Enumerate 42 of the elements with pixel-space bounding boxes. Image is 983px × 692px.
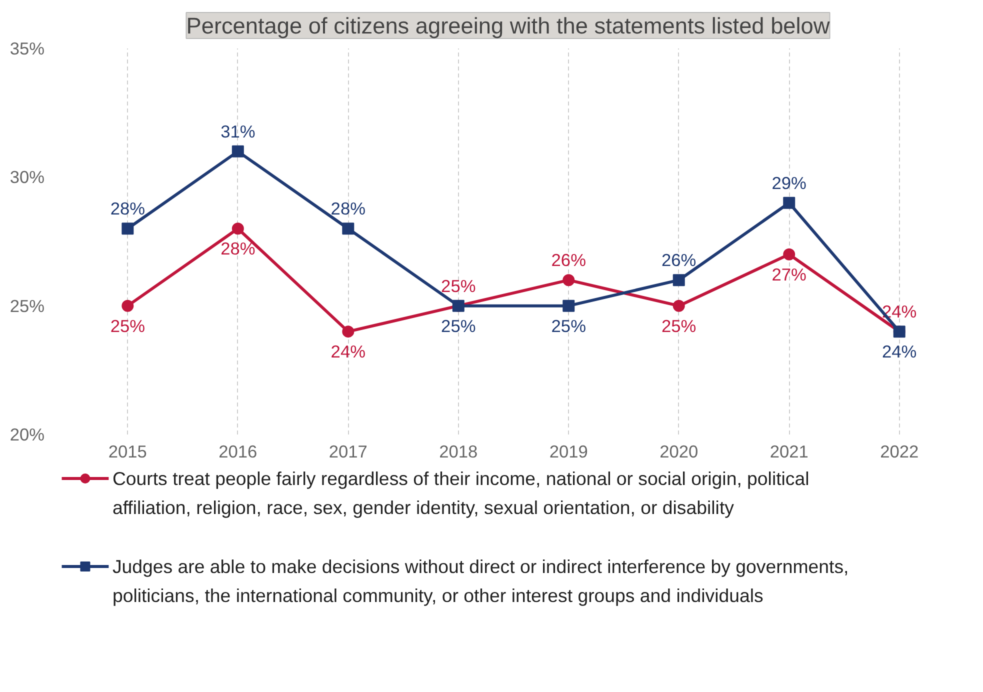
x-tick-label: 2019	[549, 442, 588, 462]
chart-title: Percentage of citizens agreeing with the statements listed below	[186, 12, 830, 38]
data-label: 25%	[662, 316, 696, 336]
point	[672, 274, 685, 286]
data-label: 31%	[220, 121, 256, 142]
data-label: 25%	[551, 316, 586, 336]
point	[122, 222, 134, 235]
legend-label: Judges are able to make decisions without direct or indirect interference by governments, politicians, the international community, or other interest groups and individuals	[112, 556, 849, 606]
x-tick-label: 2020	[660, 442, 698, 462]
point	[122, 300, 134, 312]
data-label: 25%	[441, 316, 476, 336]
data-label: 27%	[772, 264, 806, 284]
x-tick-label: 2018	[439, 442, 478, 462]
point	[232, 145, 244, 158]
y-tick-label: 25%	[10, 296, 45, 316]
point	[232, 222, 244, 235]
y-tick-label: 20%	[10, 424, 45, 444]
x-tick-label: 2022	[880, 442, 919, 462]
point	[562, 300, 575, 312]
data-label: 26%	[551, 250, 586, 270]
point	[342, 326, 354, 338]
x-tick-label: 2015	[108, 442, 147, 462]
x-tick-label: 2017	[328, 442, 368, 462]
y-tick-label: 35%	[10, 38, 45, 58]
data-label: 28%	[330, 198, 366, 219]
data-label: 29%	[772, 172, 806, 193]
legend-label: Courts treat people fairly regardless of their income, national or social origin, political affiliation, religion, race, sex, gender identity, sexual orientation, or disability	[112, 468, 810, 518]
point	[342, 222, 354, 235]
data-label: 28%	[110, 198, 146, 219]
data-label: 28%	[220, 238, 256, 259]
point	[672, 300, 685, 312]
y-tick-label: 30%	[10, 167, 45, 188]
data-label: 25%	[441, 276, 476, 296]
x-tick-label: 2021	[770, 442, 808, 462]
data-label: 24%	[330, 342, 366, 362]
x-tick-label: 2016	[218, 442, 258, 462]
point	[783, 196, 796, 209]
point	[783, 248, 796, 260]
point	[562, 274, 575, 286]
data-label: 24%	[882, 342, 917, 362]
data-label: 25%	[110, 316, 146, 336]
data-label: 26%	[662, 250, 696, 270]
